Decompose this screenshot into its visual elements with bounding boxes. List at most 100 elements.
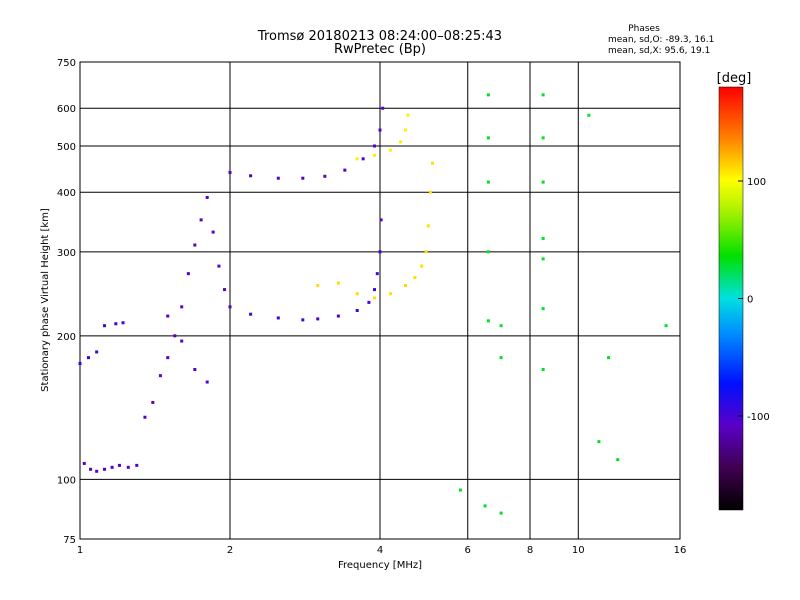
echo-point [316,283,320,287]
grid-lines [79,61,681,540]
echo-point [367,300,371,304]
x-tick-labels: 1 2 4 6 8 10 16 [77,545,687,556]
echo-point [664,324,668,328]
echo-point [406,113,410,117]
echo-point [117,463,121,467]
echo-point [431,161,435,165]
echo-point [249,174,253,178]
echo-point [276,316,280,320]
echo-point [426,224,430,228]
y-tick-label: 600 [57,104,76,115]
y-tick-label: 500 [57,142,76,153]
echo-point [458,488,462,492]
colorbar-label: [deg] [717,71,752,86]
echo-point [355,157,359,161]
echo-point [173,334,177,338]
echo-point [403,283,407,287]
echo-point [135,463,139,467]
echo-point [217,264,221,268]
echo-point [193,243,197,247]
echo-point [378,128,382,132]
echo-point [336,281,340,285]
echo-point [355,292,359,296]
echo-point [223,288,227,292]
echo-point [228,305,232,309]
x-tick-label: 10 [572,545,585,556]
echo-point [323,174,327,178]
echo-point [428,190,432,194]
echo-point [301,318,305,322]
echo-point [158,374,162,378]
echo-point [336,314,340,318]
y-tick-label: 200 [57,332,76,343]
echo-point [78,361,82,365]
echo-point [166,314,170,318]
echo-point [375,272,379,276]
phase-colorbar: [deg] -100 0 100 [717,71,770,511]
x-tick-label: 16 [674,545,687,556]
echo-point [486,136,490,140]
echo-point [378,250,382,254]
phase-stats-o: mean, sd,O: -89.3, 16.1 [608,35,714,45]
echo-point [373,296,377,300]
echo-point [499,324,503,328]
echo-point [541,180,545,184]
echo-point [541,307,545,311]
y-tick-label: 75 [63,535,76,546]
echo-point [86,356,90,360]
echo-point [361,157,365,161]
echo-point [205,195,209,199]
echo-point [143,415,147,419]
echo-point [381,106,385,110]
echo-point [103,467,107,471]
colorbar-tick-label: 100 [747,177,766,188]
echo-point [151,400,155,404]
plot-area: 1 2 4 6 8 10 16 75 100 200 300 400 500 600 750 [57,58,686,556]
echo-point [486,319,490,323]
echo-point [193,367,197,371]
echo-point [186,272,190,276]
echo-point [389,148,393,152]
echo-point [541,136,545,140]
echo-point [389,292,393,296]
echo-point [486,93,490,97]
echo-point [180,305,184,309]
echo-point [82,461,86,465]
x-tick-label: 1 [77,545,83,556]
echo-point [597,440,601,444]
echo-point [403,128,407,132]
echo-point [607,356,611,360]
echo-point [211,230,215,234]
echo-point [103,324,107,328]
echo-point [486,250,490,254]
x-tick-label: 4 [377,545,383,556]
echo-point [499,356,503,360]
echo-point [379,218,383,222]
echo-point [276,176,280,180]
echo-point [110,465,114,469]
echo-point [541,257,545,261]
echo-point [541,367,545,371]
phase-header: Phases [628,24,660,34]
echo-point [249,312,253,316]
echo-point [541,93,545,97]
echo-point [228,170,232,174]
x-axis-label: Frequency [MHz] [338,560,422,571]
echo-point [121,321,125,325]
echo-point [205,380,209,384]
chart-title-line1: Tromsø 20180213 08:24:00–08:25:43 [257,29,502,44]
y-tick-label: 100 [57,475,76,486]
echo-point [89,467,93,471]
echo-point [95,469,99,473]
colorbar-tick-label: 0 [747,295,753,306]
echo-points [78,93,668,515]
echo-point [355,308,359,312]
echo-point [399,140,403,144]
phase-stats-x: mean, sd,X: 95.6, 19.1 [608,46,710,56]
y-axis-label: Stationary phase Virtual Height [km] [40,208,51,392]
echo-point [587,113,591,117]
echo-point [373,288,377,292]
echo-point [180,339,184,343]
echo-point [126,465,130,469]
echo-point [483,504,487,508]
